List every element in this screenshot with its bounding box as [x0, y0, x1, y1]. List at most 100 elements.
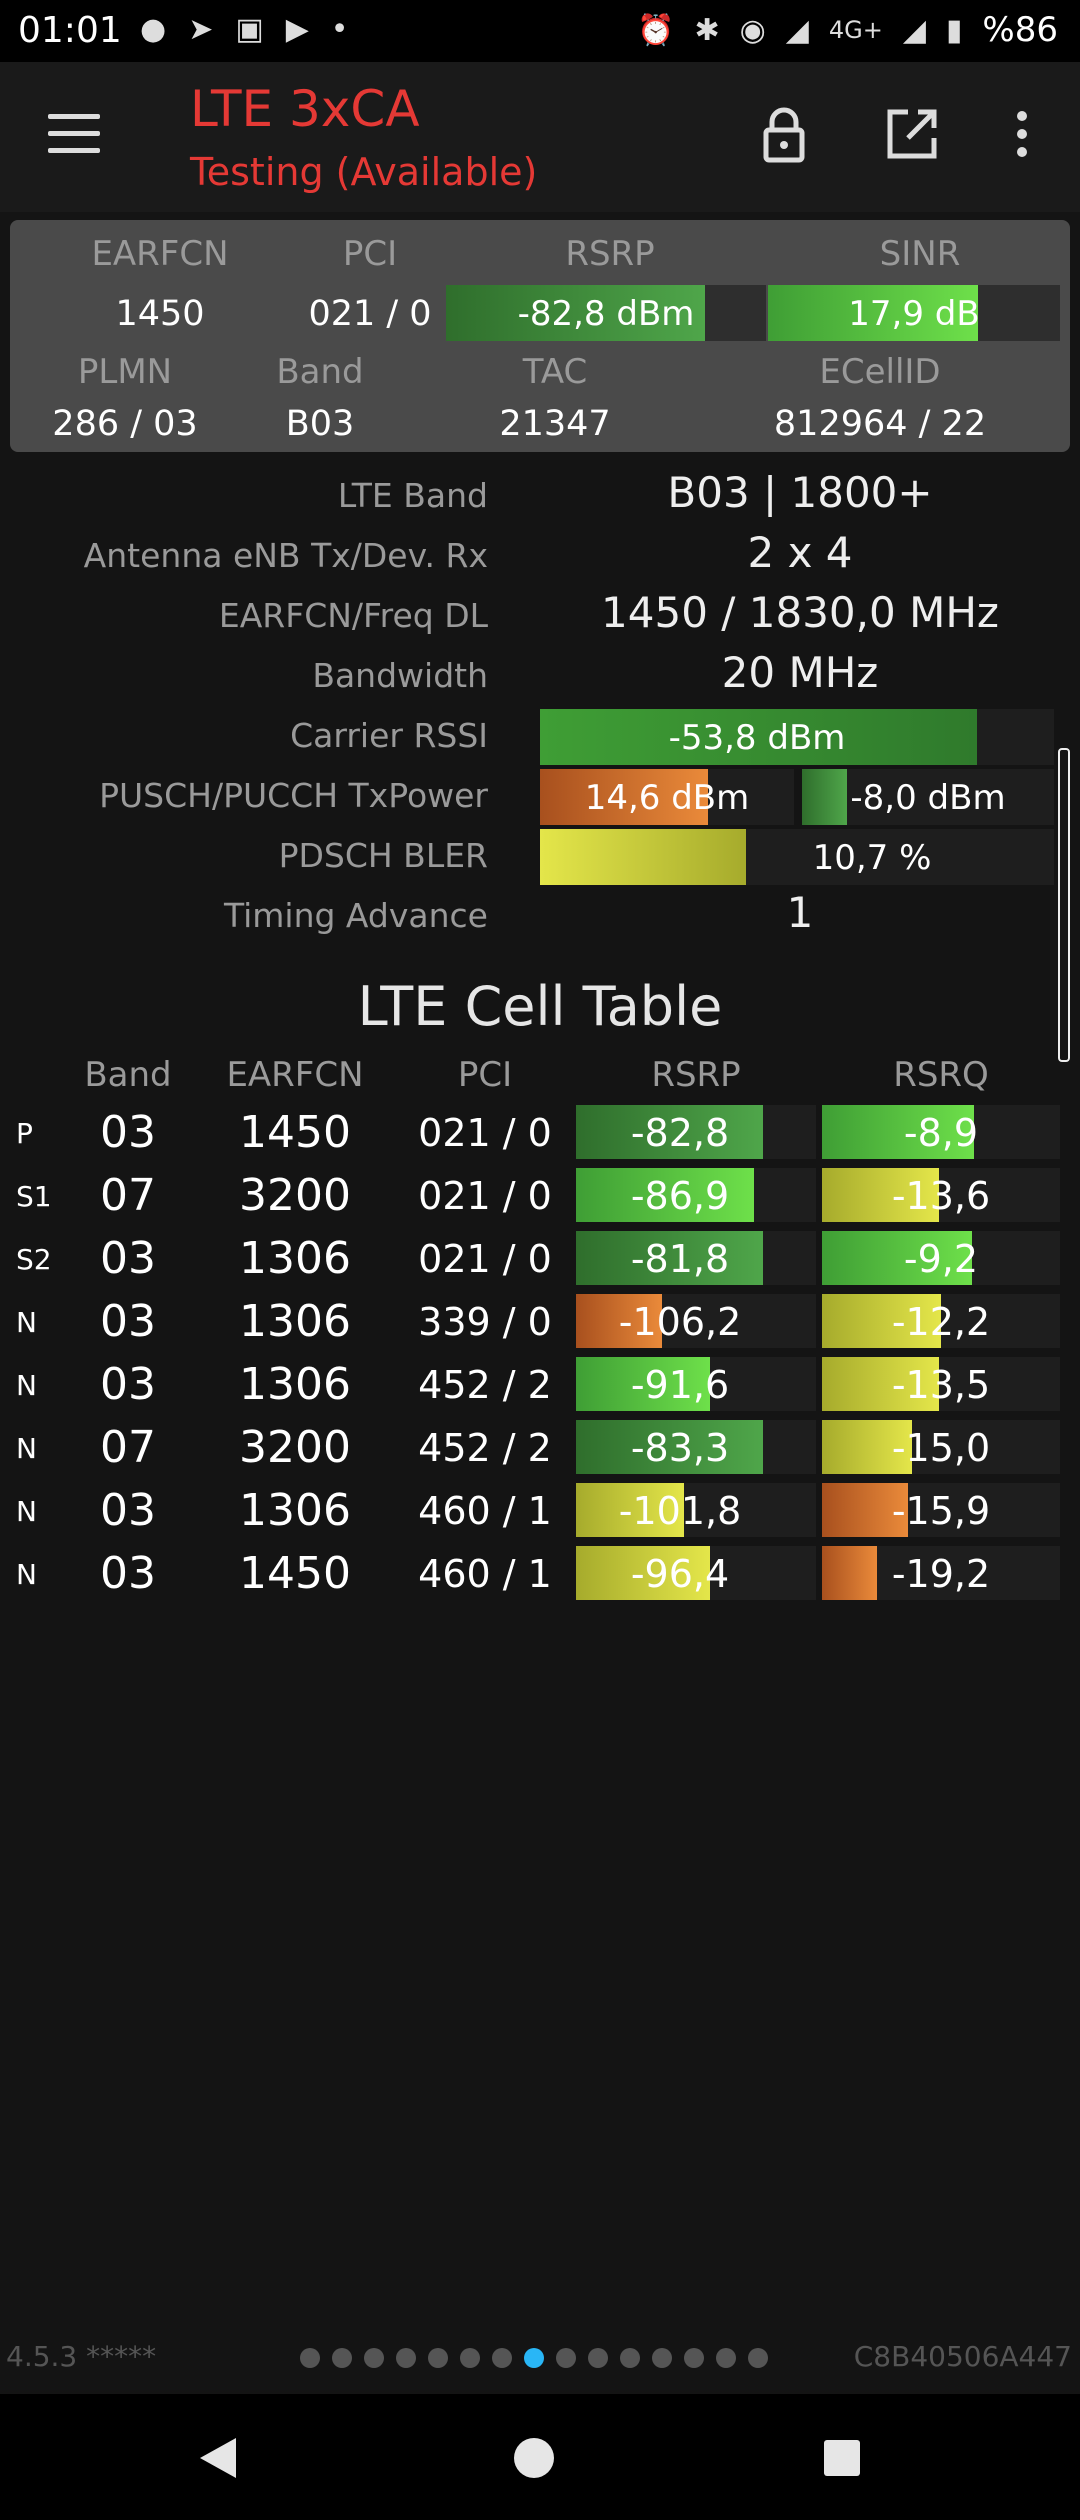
- rsrp-bar: -82,8 dBm: [446, 285, 766, 341]
- cell-rsrp-bar: -83,3: [576, 1420, 816, 1474]
- page-dot[interactable]: [716, 2348, 736, 2368]
- antenna-value: 2 x 4: [747, 528, 853, 577]
- cell-band: 03: [100, 1485, 156, 1536]
- cell-rsrp-bar-fill: [576, 1483, 684, 1537]
- page-dot[interactable]: [492, 2348, 512, 2368]
- battery-icon: ▮: [945, 12, 963, 48]
- timing-advance-label: Timing Advance: [223, 896, 488, 935]
- lte-band-value: B03 | 1800+: [667, 468, 933, 517]
- page-dot[interactable]: [300, 2348, 320, 2368]
- open-external-icon[interactable]: [882, 104, 942, 164]
- recents-icon[interactable]: [822, 2438, 862, 2478]
- ecellid-header: ECellID: [819, 352, 941, 392]
- rsrp-bar-fill: [446, 285, 706, 341]
- cell-type: N: [16, 1306, 37, 1339]
- cell-rsrq: -12,2: [891, 1300, 991, 1344]
- cell-rsrq-bar-fill: [822, 1420, 913, 1474]
- cell-earfcn: 1450: [239, 1548, 351, 1599]
- dot-icon: •: [330, 12, 349, 47]
- sinr-value: 17,9 dB: [848, 294, 980, 334]
- pusch-bar: 14,6 dBm: [540, 769, 794, 825]
- cell-earfcn: 1306: [239, 1296, 351, 1347]
- page-dot[interactable]: [428, 2348, 448, 2368]
- pci-header: PCI: [342, 234, 398, 274]
- cell-earfcn: 1450: [239, 1107, 351, 1158]
- cell-pci: 460 / 1: [418, 1489, 552, 1533]
- location-icon: ◉: [739, 12, 766, 48]
- page-dot[interactable]: [364, 2348, 384, 2368]
- cell-rsrp-bar-fill: [576, 1168, 754, 1222]
- cell-type: N: [16, 1495, 37, 1528]
- home-icon[interactable]: [512, 2436, 556, 2480]
- cell-rsrq-bar-fill: [822, 1168, 939, 1222]
- cell-pci: 021 / 0: [418, 1111, 552, 1155]
- tac-header: TAC: [522, 352, 588, 392]
- page-dot[interactable]: [332, 2348, 352, 2368]
- cell-rsrq-bar: -15,9: [822, 1483, 1060, 1537]
- page-indicator[interactable]: [300, 2348, 768, 2368]
- cell-rsrp-bar: -81,8: [576, 1231, 816, 1285]
- page-dot[interactable]: [396, 2348, 416, 2368]
- scroll-indicator[interactable]: [1058, 748, 1070, 1062]
- app-subtitle: Testing (Available): [190, 150, 538, 194]
- page-dot[interactable]: [684, 2348, 704, 2368]
- signal-icon: ◢: [785, 12, 809, 48]
- lock-icon[interactable]: [754, 104, 814, 164]
- cell-rsrq: -15,0: [891, 1426, 991, 1470]
- bluetooth-icon: ✱: [694, 12, 720, 48]
- earfcn-freq-value: 1450 / 1830,0 MHz: [601, 588, 999, 637]
- bler-value: 10,7 %: [812, 838, 932, 878]
- cell-rsrp-bar: -101,8: [576, 1483, 816, 1537]
- page-dot[interactable]: [748, 2348, 768, 2368]
- cell-rsrp: -83,3: [630, 1426, 730, 1470]
- instagram-icon: ▣: [235, 12, 264, 47]
- cell-band: 07: [100, 1170, 156, 1221]
- cell-band: 03: [100, 1233, 156, 1284]
- cell-rsrq-bar: -8,9: [822, 1105, 1060, 1159]
- summary-card: EARFCN PCI RSRP SINR 1450 021 / 0 -82,8 …: [10, 220, 1070, 452]
- more-vert-icon[interactable]: [992, 104, 1052, 164]
- cell-band: 03: [100, 1359, 156, 1410]
- cell-earfcn: 3200: [239, 1422, 351, 1473]
- page-dot[interactable]: [556, 2348, 576, 2368]
- navigation-bar: [0, 2394, 1080, 2520]
- tac-value: 21347: [499, 404, 611, 444]
- cell-rsrp: -106,2: [618, 1300, 742, 1344]
- cell-rsrq: -19,2: [891, 1552, 991, 1596]
- cell-rsrq: -13,6: [891, 1174, 991, 1218]
- col-header-rsrq: RSRQ: [893, 1055, 989, 1095]
- status-bar: 01:01 ● ➤ ▣ ▶ • ⏰ ✱ ◉ ◢ 4G+ ◢ ▮ %86: [0, 0, 1080, 62]
- page-dot[interactable]: [652, 2348, 672, 2368]
- rssi-bar-fill: [540, 709, 977, 765]
- cell-rsrq-bar-fill: [822, 1357, 939, 1411]
- page-dot[interactable]: [620, 2348, 640, 2368]
- device-id: C8B40506A447: [853, 2340, 1072, 2373]
- page-dot[interactable]: [460, 2348, 480, 2368]
- telegram-icon: ➤: [188, 12, 214, 47]
- page-dot-active[interactable]: [524, 2348, 544, 2368]
- timing-advance-value: 1: [786, 888, 814, 937]
- cell-rsrq-bar-fill: [822, 1231, 972, 1285]
- pusch-bar-fill: [540, 769, 708, 825]
- cell-rsrq: -9,2: [903, 1237, 979, 1281]
- pci-value: 021 / 0: [308, 294, 432, 334]
- cell-pci: 339 / 0: [418, 1300, 552, 1344]
- back-icon[interactable]: [196, 2436, 240, 2480]
- page-dot[interactable]: [588, 2348, 608, 2368]
- bandwidth-value: 20 MHz: [721, 648, 879, 697]
- pucch-bar: -8,0 dBm: [802, 769, 1054, 825]
- rssi-bar: -53,8 dBm: [540, 709, 1054, 765]
- cell-pci: 460 / 1: [418, 1552, 552, 1596]
- cell-band: 03: [100, 1107, 156, 1158]
- cell-earfcn: 1306: [239, 1233, 351, 1284]
- cell-rsrq-bar: -13,6: [822, 1168, 1060, 1222]
- menu-icon[interactable]: [48, 114, 100, 154]
- earfcn-freq-label: EARFCN/Freq DL: [218, 596, 488, 635]
- rsrp-value: -82,8 dBm: [517, 294, 695, 334]
- cell-rsrp-bar: -91,6: [576, 1357, 816, 1411]
- chat-bubble-icon: ●: [140, 12, 167, 47]
- cell-pci: 021 / 0: [418, 1237, 552, 1281]
- cell-rsrq-bar: -15,0: [822, 1420, 1060, 1474]
- pusch-value: 14,6 dBm: [584, 778, 750, 818]
- cell-rsrp-bar-fill: [576, 1546, 711, 1600]
